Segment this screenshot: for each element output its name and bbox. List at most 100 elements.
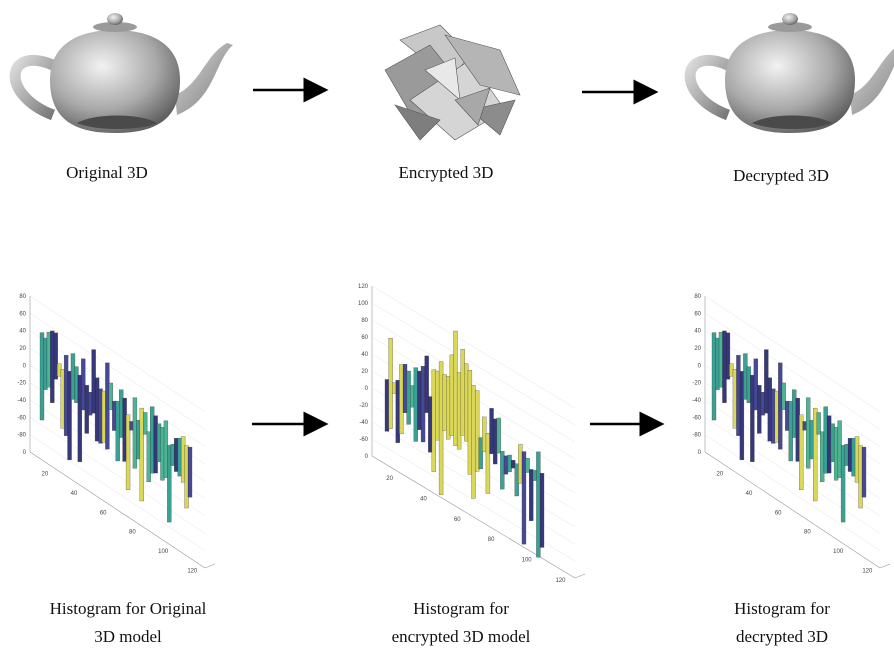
histogram-bar: [518, 445, 522, 484]
caption: Histogram for: [413, 599, 509, 618]
histogram-bar: [421, 366, 425, 442]
histogram-bar: [457, 373, 461, 450]
histogram-bar: [188, 447, 192, 497]
histogram-bar: [486, 433, 490, 493]
histogram-bar: [432, 370, 436, 472]
y-tick-label: 100: [358, 301, 369, 307]
histogram-bar: [511, 460, 515, 468]
histogram-bar: [817, 412, 821, 434]
caption: Decrypted 3D: [733, 166, 829, 185]
histogram-bar: [446, 376, 450, 439]
histogram-bar: [410, 385, 414, 407]
x-tick-label: 80: [488, 537, 495, 543]
histogram-bar: [414, 368, 418, 442]
x-tick-label: 60: [775, 510, 782, 516]
histogram-bar: [435, 371, 439, 440]
histogram-bar: [428, 397, 432, 453]
histogram-bar: [396, 380, 400, 443]
histogram-bar: [464, 364, 468, 441]
histogram-bar: [479, 438, 483, 469]
histogram-bar: [522, 452, 526, 545]
y-tick-label: 20: [19, 346, 26, 352]
y-tick-label: 0: [23, 363, 27, 369]
histogram-bar: [439, 362, 443, 495]
x-tick-label: 40: [746, 491, 753, 497]
y-tick-label: 80: [694, 294, 701, 300]
y-tick-label: 20: [361, 369, 368, 375]
caption: 3D model: [94, 627, 162, 646]
axis: [880, 564, 890, 568]
histogram-bar: [453, 331, 457, 446]
histogram-bar: [497, 418, 501, 453]
y-tick-label: -40: [359, 420, 368, 426]
y-tick-label: 80: [361, 318, 368, 324]
y-tick-label: 0: [365, 454, 369, 460]
y-tick-label: 80: [19, 294, 26, 300]
histogram-bar: [475, 391, 479, 472]
y-tick-label: 60: [361, 335, 368, 341]
histogram-bar: [443, 375, 447, 431]
y-tick-label: -20: [17, 381, 26, 387]
x-tick-label: 100: [833, 549, 844, 555]
histogram-bar: [143, 412, 147, 434]
original-teapot: [15, 13, 233, 133]
figure: Original 3D Encrypted 3D Decrypted 3D Hi…: [0, 0, 894, 649]
caption: decrypted 3D: [736, 627, 828, 646]
x-tick-label: 40: [71, 491, 78, 497]
histogram-bar: [533, 470, 537, 480]
y-tick-label: 40: [361, 352, 368, 358]
axis: [205, 564, 215, 568]
x-tick-label: 60: [454, 517, 461, 523]
x-tick-label: 40: [420, 497, 427, 503]
decrypted-teapot: [690, 13, 894, 133]
caption: Encrypted 3D: [399, 163, 494, 182]
histogram-bar: [468, 370, 472, 474]
y-tick-label: -80: [17, 433, 26, 439]
histogram-bar: [482, 417, 486, 452]
y-tick-label: -60: [692, 415, 701, 421]
encrypted-model: [385, 25, 520, 140]
histogram-bar: [529, 469, 533, 520]
y-tick-label: 60: [19, 311, 26, 317]
histogram-bar: [540, 473, 544, 547]
x-tick-label: 80: [129, 530, 136, 536]
histogram-bar: [450, 355, 454, 436]
caption: Histogram for Original: [50, 599, 207, 618]
histogram-bar: [526, 458, 530, 472]
histogram-bar: [425, 356, 429, 413]
y-tick-label: -60: [359, 437, 368, 443]
caption: encrypted 3D model: [392, 627, 531, 646]
histogram-bar: [862, 447, 866, 497]
histogram-bar: [417, 371, 421, 430]
caption: Original 3D: [66, 163, 148, 182]
y-tick-label: 0: [365, 386, 369, 392]
axis: [575, 574, 585, 578]
x-tick-label: 100: [522, 558, 533, 564]
histogram-bar: [472, 385, 476, 498]
y-tick-label: 20: [694, 346, 701, 352]
y-tick-label: -40: [692, 398, 701, 404]
x-tick-label: 100: [158, 549, 169, 555]
y-tick-label: -40: [17, 398, 26, 404]
y-tick-label: 0: [698, 363, 702, 369]
x-tick-label: 120: [862, 568, 873, 574]
histogram-bar: [490, 408, 494, 453]
y-tick-label: -80: [692, 433, 701, 439]
histogram-bar: [461, 349, 465, 435]
histogram-bar: [403, 364, 407, 413]
y-tick-label: 120: [358, 284, 369, 290]
histogram-bar: [385, 379, 389, 431]
y-tick-label: 40: [19, 329, 26, 335]
y-tick-label: -20: [359, 403, 368, 409]
histogram-bar: [508, 455, 512, 472]
x-tick-label: 80: [804, 530, 811, 536]
histogram-bar: [493, 419, 497, 464]
x-tick-label: 60: [100, 510, 107, 516]
histogram-bar: [515, 464, 519, 496]
y-tick-label: -60: [17, 415, 26, 421]
histogram-bar: [392, 383, 396, 394]
y-tick-label: 60: [694, 311, 701, 317]
x-tick-label: 120: [555, 578, 566, 584]
